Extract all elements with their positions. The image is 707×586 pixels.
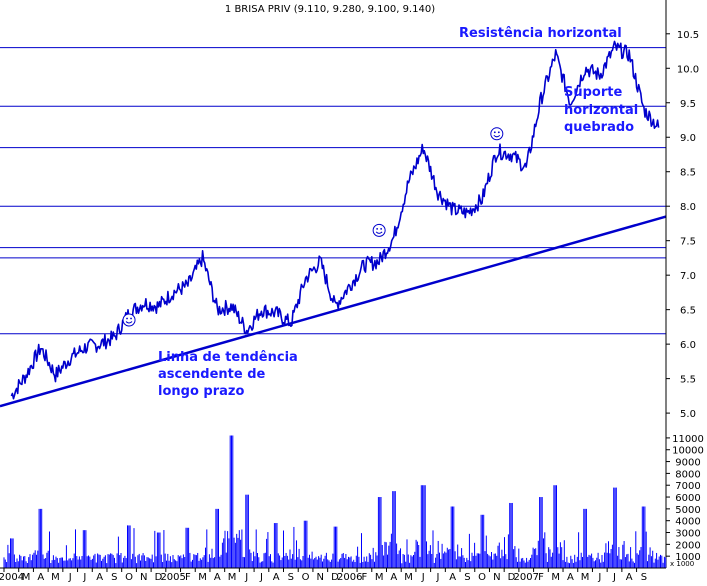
smiley-marker xyxy=(490,127,504,141)
volume-tick-label: 11000 xyxy=(672,434,704,445)
volume-tick-label: 8000 xyxy=(675,469,700,480)
annotation-support-line1: Suporte xyxy=(564,85,622,100)
price-tick-label: 5.5 xyxy=(680,375,696,386)
price-panel: 5.0 5.5 6.0 6.5 7.0 7.5 8.0 8.5 9.0 9.5 10.0 10.5 xyxy=(0,0,699,568)
smiley-marker xyxy=(122,313,136,327)
month-label: D xyxy=(155,572,163,582)
month-label: 2006 xyxy=(337,572,362,582)
annotation-trend-line3: longo prazo xyxy=(158,384,244,399)
month-label: J xyxy=(259,572,263,582)
volume-tick-label: 3000 xyxy=(675,529,700,540)
price-tick-label: 9.0 xyxy=(680,133,696,144)
volume-tick-label: 1000 xyxy=(675,552,700,563)
trend-line xyxy=(0,215,667,408)
smiley-mouth xyxy=(375,231,383,234)
smiley-mouth xyxy=(493,134,501,138)
month-label: A xyxy=(214,572,221,582)
volume-tick-label: 10000 xyxy=(672,446,704,457)
month-label: J xyxy=(612,572,616,582)
smiley-eye xyxy=(380,227,383,230)
month-label: N xyxy=(140,572,147,582)
month-label: J xyxy=(68,572,72,582)
month-label: N xyxy=(317,572,324,582)
price-tick-label: 8.5 xyxy=(680,168,696,179)
month-label: M xyxy=(404,572,413,582)
month-label: S xyxy=(111,572,117,582)
month-label: F xyxy=(538,572,544,582)
month-label: F xyxy=(362,572,368,582)
smiley-eye xyxy=(493,131,496,134)
month-label: J xyxy=(244,572,248,582)
month-label: S xyxy=(641,572,647,582)
price-tick-label: 6.5 xyxy=(680,306,696,317)
smiley-eye xyxy=(376,227,379,230)
volume-tick-label: 9000 xyxy=(675,458,700,469)
month-label: F xyxy=(185,572,191,582)
month-label: 2005 xyxy=(160,572,185,582)
volume-unit-label: x 1000 xyxy=(670,560,694,568)
chart-title: 1 BRISA PRIV (9.110, 9.280, 9.100, 9.140… xyxy=(225,4,435,15)
month-label: D xyxy=(508,572,516,582)
month-label: M xyxy=(51,572,60,582)
price-tick-label: 6.0 xyxy=(680,340,696,351)
smiley-marker xyxy=(372,223,386,237)
month-label: 2004 xyxy=(0,572,24,582)
price-tick-label: 10.0 xyxy=(677,64,699,75)
annotation-support-line2: horizontal xyxy=(564,103,638,118)
price-tick-label: 7.5 xyxy=(680,237,696,248)
month-label: J xyxy=(82,572,86,582)
smiley-face xyxy=(122,313,136,327)
price-tick-label: 9.5 xyxy=(680,99,696,110)
smiley-face xyxy=(372,223,386,237)
month-label: O xyxy=(125,572,133,582)
volume-tick-label: 2000 xyxy=(675,540,700,551)
smiley-face xyxy=(490,127,504,141)
smiley-eye xyxy=(126,317,128,320)
month-label: J xyxy=(597,572,601,582)
price-tick-label: 8.0 xyxy=(680,202,696,213)
volume-tick-label: 4000 xyxy=(675,517,700,528)
price-tick-label: 10.5 xyxy=(677,30,699,41)
smiley-mouth xyxy=(125,321,133,324)
annotation-resistance: Resistência horizontal xyxy=(459,26,622,41)
month-label: 2007 xyxy=(514,572,539,582)
volume-panel: 1000200030004000500060007000800090001000… xyxy=(0,434,704,583)
month-label: S xyxy=(464,572,470,582)
smiley-eye xyxy=(497,131,500,134)
price-tick-label: 7.0 xyxy=(680,271,696,282)
month-label: A xyxy=(567,572,574,582)
volume-tick-label: 7000 xyxy=(675,481,700,492)
annotation-support-line3: quebrado xyxy=(564,120,634,135)
month-label: A xyxy=(96,572,103,582)
month-label: J xyxy=(421,572,425,582)
month-label: A xyxy=(390,572,397,582)
month-label: O xyxy=(302,572,310,582)
annotation-trend-line2: ascendente de xyxy=(158,367,266,382)
month-label: M xyxy=(375,572,384,582)
smiley-eye xyxy=(130,317,132,320)
price-line xyxy=(10,40,660,400)
month-label: O xyxy=(478,572,486,582)
month-label: A xyxy=(626,572,633,582)
month-label: N xyxy=(493,572,500,582)
month-label: M xyxy=(228,572,237,582)
annotation-trend-line1: Linha de tendência xyxy=(158,350,298,365)
month-label: S xyxy=(288,572,294,582)
month-label: M xyxy=(581,572,590,582)
volume-tick-label: 6000 xyxy=(675,493,700,504)
month-label: J xyxy=(436,572,440,582)
month-label: M xyxy=(22,572,31,582)
month-label: A xyxy=(449,572,456,582)
price-tick-label: 5.0 xyxy=(680,409,696,420)
month-label: D xyxy=(331,572,339,582)
month-label: M xyxy=(551,572,560,582)
month-label: A xyxy=(37,572,44,582)
month-label: M xyxy=(198,572,207,582)
month-label: A xyxy=(273,572,280,582)
volume-tick-label: 5000 xyxy=(675,505,700,516)
